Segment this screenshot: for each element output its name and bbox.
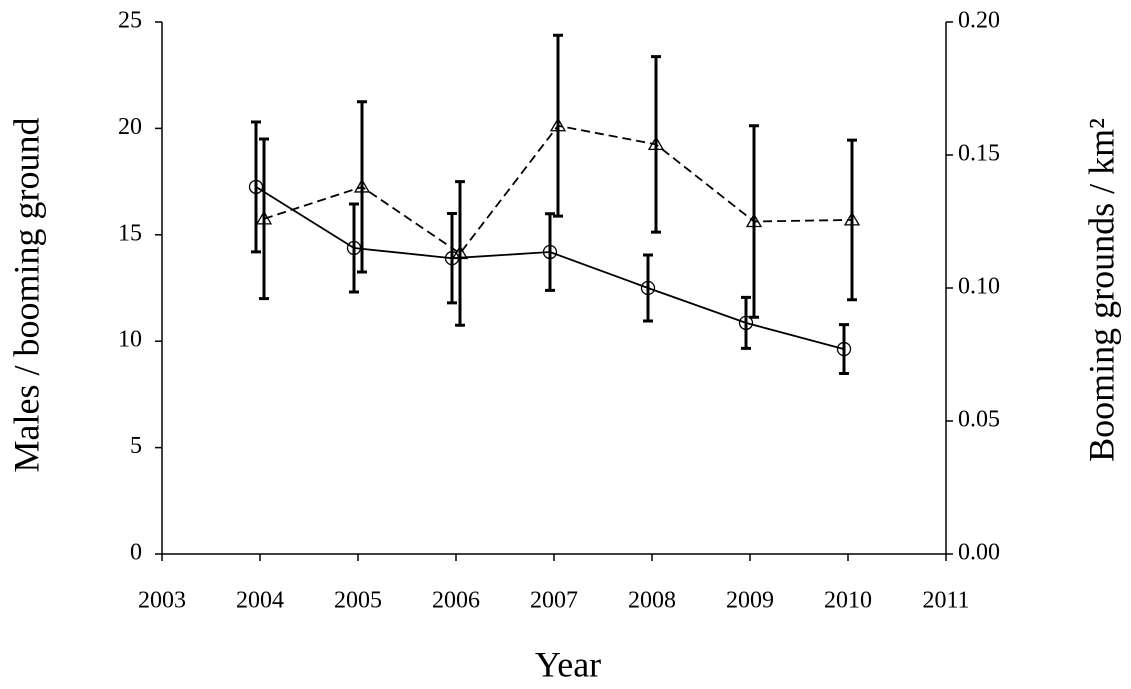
y-tick-label: 20 xyxy=(118,114,142,140)
point xyxy=(745,213,763,228)
error-bar xyxy=(847,138,857,302)
error-bar xyxy=(349,202,359,294)
y-tick-label: 10 xyxy=(118,327,142,353)
point xyxy=(255,210,273,225)
error-bar xyxy=(749,124,759,319)
error-bar xyxy=(643,253,653,323)
x-tick-label: 2010 xyxy=(824,588,872,614)
x-tick-label: 2007 xyxy=(530,588,578,614)
error-bar xyxy=(545,212,555,292)
error-bar xyxy=(553,33,563,218)
point xyxy=(738,315,754,331)
y-axis-title: Males / booming ground xyxy=(6,118,46,473)
x-tick-label: 2009 xyxy=(726,588,774,614)
x-axis-title: Year xyxy=(535,644,601,684)
error-bar xyxy=(251,120,261,254)
point xyxy=(451,245,469,260)
x-tick-label: 2003 xyxy=(138,588,186,614)
y2-tick-label: 0.00 xyxy=(958,540,1000,566)
y-tick-label: 5 xyxy=(130,433,142,459)
point xyxy=(542,244,558,260)
x-tick-label: 2005 xyxy=(334,588,382,614)
x-tick-label: 2011 xyxy=(922,588,969,614)
point xyxy=(647,136,665,151)
x-tick-label: 2008 xyxy=(628,588,676,614)
y-tick-label: 15 xyxy=(118,220,142,246)
point xyxy=(353,178,371,193)
x-tick-label: 2006 xyxy=(432,588,480,614)
error-bar xyxy=(357,100,367,274)
x-tick-label: 2004 xyxy=(236,588,284,614)
error-bar xyxy=(741,295,751,350)
y2-tick-label: 0.10 xyxy=(958,274,1000,300)
error-bar xyxy=(455,180,465,327)
point xyxy=(640,280,656,296)
error-bar xyxy=(447,212,457,305)
point xyxy=(843,211,861,226)
y2-tick-label: 0.20 xyxy=(958,8,1000,34)
y-tick-label: 25 xyxy=(118,8,142,34)
error-bar xyxy=(259,137,269,301)
point xyxy=(549,117,567,132)
y-tick-label: 0 xyxy=(130,540,142,566)
y2-tick-label: 0.05 xyxy=(958,407,1000,433)
error-bar xyxy=(651,55,661,234)
y2-axis-title: Booming grounds / km² xyxy=(1081,118,1121,462)
error-bar xyxy=(839,323,849,376)
y2-tick-label: 0.15 xyxy=(958,141,1000,167)
point xyxy=(836,341,852,357)
